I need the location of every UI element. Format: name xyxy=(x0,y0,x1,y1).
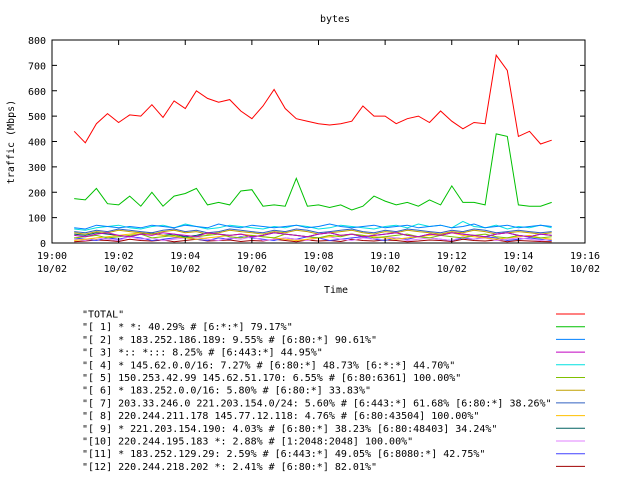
legend-label: "[ 5] 150.253.42.99 145.62.51.170: 6.55%… xyxy=(82,373,461,384)
series-layer xyxy=(73,53,552,243)
y-tick-label: 700 xyxy=(28,61,46,72)
series-line-8 xyxy=(74,232,552,242)
x-tick-label: 19:12 xyxy=(437,251,467,262)
x-tick-label: 19:08 xyxy=(303,251,333,262)
y-tick-label: 400 xyxy=(28,138,46,149)
series-line-3 xyxy=(74,232,552,238)
legend-label: "[ 8] 220.244.211.178 145.77.12.118: 4.7… xyxy=(82,411,479,422)
y-tick-label: 300 xyxy=(28,163,46,174)
legend-label: "[12] 220.244.218.202 *: 2.41% # [6:80:*… xyxy=(82,462,377,473)
series-line-2 xyxy=(74,223,552,230)
legend-label: "[ 3] *:: *::: 8.25% # [6:443:*] 44.95%" xyxy=(82,348,323,359)
x-tick-label: 19:14 xyxy=(503,251,533,262)
x-tick-date: 10/02 xyxy=(370,264,400,275)
x-tick-label: 19:06 xyxy=(237,251,267,262)
legend: "TOTAL""[ 1] * *: 40.29% # [6:*:*] 79.17… xyxy=(82,310,585,473)
legend-label: "[ 7] 203.33.246.0 221.203.154.0/24: 5.6… xyxy=(82,398,552,409)
axes-layer: 0 100 200 300 400 500 600 700 800 19:00 10/02 19:02… xyxy=(28,36,600,275)
legend-label: "[10] 220.244.195.183 *: 2.88% # [1:2048… xyxy=(82,437,413,448)
x-tick-date: 10/02 xyxy=(437,264,467,275)
series-line-4 xyxy=(74,220,552,231)
series-line-12 xyxy=(74,238,552,243)
series-line-7 xyxy=(74,228,552,234)
legend-label: "[ 6] * 183.252.0.0/16: 5.80% # [6:80:*]… xyxy=(82,386,371,397)
legend-label: "[ 1] * *: 40.29% # [6:*:*] 79.17%" xyxy=(82,322,293,333)
x-tick-date: 10/02 xyxy=(104,264,134,275)
x-tick-date: 10/02 xyxy=(503,264,533,275)
y-axis-label: traffic (Mbps) xyxy=(6,100,17,184)
x-axis-label: Time xyxy=(324,285,348,296)
legend-label: "[11] * 183.252.129.29: 2.59% # [6:443:*… xyxy=(82,449,485,460)
x-tick-date: 10/02 xyxy=(237,264,267,275)
series-line-10 xyxy=(74,236,552,242)
x-tick-date: 10/02 xyxy=(303,264,333,275)
series-line-1 xyxy=(74,133,552,211)
x-tick-label: 19:16 xyxy=(570,251,600,262)
legend-label: "[ 2] * 183.252.186.189: 9.55% # [6:80:*… xyxy=(82,335,377,346)
x-tick-label: 19:04 xyxy=(170,251,200,262)
series-line-6 xyxy=(74,229,552,235)
legend-label: "[ 9] * 221.203.154.190: 4.03% # [6:80:*… xyxy=(82,424,497,435)
x-tick-date: 10/02 xyxy=(170,264,200,275)
x-tick-label: 19:10 xyxy=(370,251,400,262)
y-tick-label: 100 xyxy=(28,214,46,225)
y-tick-label: 600 xyxy=(28,87,46,98)
y-tick-label: 200 xyxy=(28,188,46,199)
series-line-0 xyxy=(73,53,552,145)
x-tick-date: 10/02 xyxy=(570,264,600,275)
plot-frame xyxy=(51,39,586,244)
chart-title: bytes xyxy=(320,14,350,25)
y-tick-label: 800 xyxy=(28,36,46,47)
legend-label: "TOTAL" xyxy=(82,310,124,321)
x-tick-date: 10/02 xyxy=(37,264,67,275)
y-tick-label: 0 xyxy=(40,239,46,250)
series-line-5 xyxy=(74,233,552,239)
legend-label: "[ 4] * 145.62.0.0/16: 7.27% # [6:80:*] … xyxy=(82,360,455,371)
x-tick-label: 19:00 xyxy=(37,251,67,262)
x-tick-label: 19:02 xyxy=(104,251,134,262)
y-tick-label: 500 xyxy=(28,112,46,123)
